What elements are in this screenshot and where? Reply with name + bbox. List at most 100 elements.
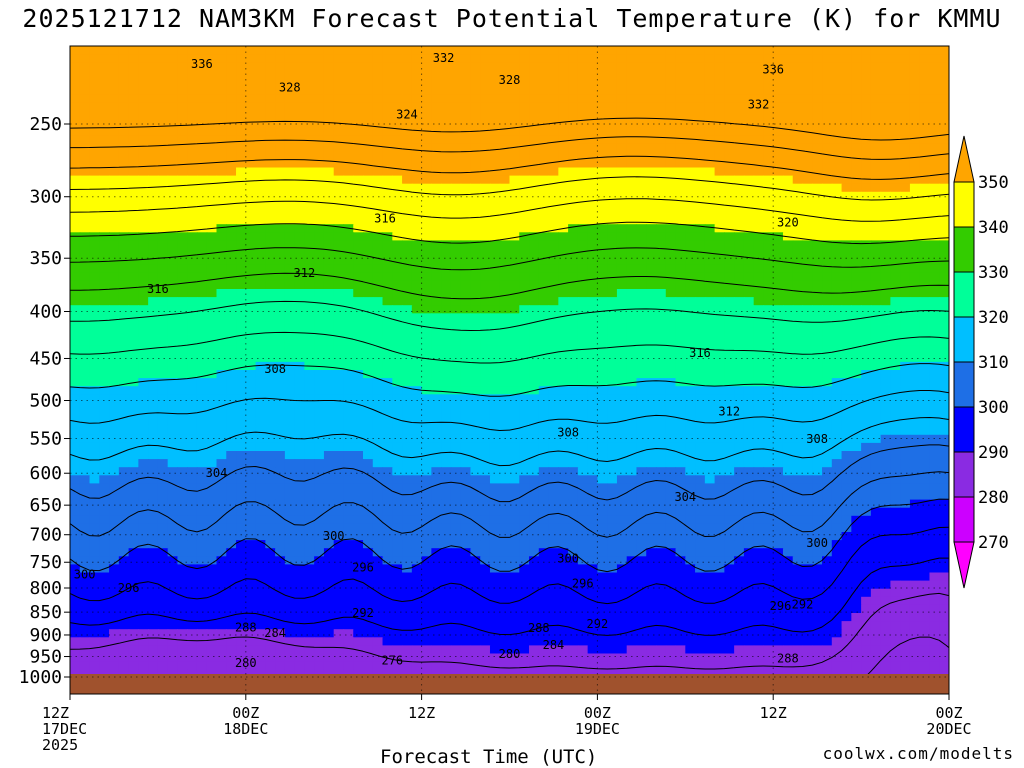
band-cell — [841, 191, 852, 201]
band-cell — [245, 434, 257, 444]
band-cell — [343, 337, 354, 347]
band-cell — [167, 216, 179, 225]
band-cell — [333, 264, 345, 274]
band-cell — [519, 70, 530, 79]
band-cell — [314, 159, 325, 169]
band-cell — [919, 70, 931, 79]
band-cell — [363, 151, 374, 160]
band-cell — [939, 272, 949, 282]
band-cell — [70, 345, 81, 355]
band-cell — [626, 329, 638, 339]
band-cell — [812, 434, 823, 444]
band-cell — [118, 289, 130, 298]
band-cell — [568, 442, 579, 452]
band-cell — [196, 313, 208, 322]
band-cell — [538, 426, 550, 436]
band-cell — [616, 199, 628, 209]
band-cell — [411, 143, 423, 152]
band-cell — [460, 256, 472, 266]
band-cell — [177, 159, 188, 169]
band-cell — [607, 78, 618, 88]
band-cell — [157, 208, 169, 217]
band-cell — [763, 102, 774, 112]
band-cell — [812, 289, 823, 298]
band-cell — [548, 442, 559, 452]
band-cell — [353, 54, 364, 63]
band-cell — [851, 426, 862, 436]
band-cell — [353, 256, 364, 266]
band-cell — [880, 410, 891, 420]
band-cell — [890, 321, 901, 331]
band-cell — [167, 467, 179, 476]
band-cell — [743, 289, 755, 298]
band-cell — [909, 345, 921, 355]
band-cell — [177, 386, 188, 395]
band-cell — [372, 143, 384, 152]
band-cell — [284, 418, 296, 428]
band-cell — [157, 418, 169, 428]
band-cell — [265, 434, 276, 444]
band-cell — [382, 208, 393, 217]
band-cell — [695, 70, 706, 79]
band-cell — [216, 418, 227, 428]
band-cell — [333, 175, 345, 185]
band-cell — [695, 62, 706, 71]
band-cell — [411, 183, 423, 193]
band-cell — [636, 289, 647, 298]
band-cell — [870, 345, 882, 355]
band-cell — [890, 394, 901, 403]
band-cell — [157, 434, 169, 444]
band-cell — [245, 491, 257, 501]
band-cell — [441, 370, 452, 379]
band-cell — [919, 248, 931, 258]
band-cell — [900, 402, 911, 412]
band-cell — [148, 216, 159, 225]
band-cell — [587, 305, 598, 314]
band-cell — [148, 402, 159, 412]
band-cell — [304, 402, 315, 412]
band-cell — [353, 208, 364, 217]
band-cell — [206, 151, 218, 160]
band-cell — [734, 110, 745, 120]
band-cell — [812, 224, 823, 233]
band-cell — [626, 216, 638, 225]
band-cell — [626, 386, 638, 395]
band-cell — [236, 272, 247, 282]
band-cell — [470, 321, 481, 331]
band-cell — [646, 386, 657, 395]
band-cell — [919, 329, 931, 339]
band-cell — [323, 321, 335, 331]
band-cell — [99, 127, 110, 136]
band-cell — [421, 159, 432, 169]
band-cell — [812, 459, 823, 468]
band-cell — [900, 451, 911, 460]
band-cell — [402, 305, 413, 314]
band-cell — [519, 418, 530, 428]
band-cell — [294, 475, 305, 484]
band-cell — [626, 256, 638, 266]
band-cell — [734, 62, 745, 71]
band-cell — [704, 434, 716, 444]
band-cell — [753, 183, 765, 193]
band-cell — [99, 475, 110, 484]
band-cell — [70, 135, 81, 144]
band-cell — [646, 467, 657, 476]
band-cell — [616, 361, 628, 371]
band-cell — [636, 167, 647, 177]
band-cell — [470, 305, 481, 314]
band-cell — [314, 491, 325, 501]
band-cell — [206, 361, 218, 371]
band-cell — [714, 410, 725, 420]
band-cell — [822, 62, 833, 71]
band-cell — [880, 434, 891, 444]
band-cell — [685, 224, 696, 233]
band-cell — [148, 418, 159, 428]
band-cell — [441, 46, 452, 55]
band-cell — [480, 78, 491, 88]
band-cell — [333, 167, 345, 177]
band-cell — [128, 62, 139, 71]
band-cell — [665, 272, 677, 282]
band-cell — [294, 483, 305, 493]
band-cell — [656, 248, 667, 258]
band-cell — [480, 353, 491, 363]
